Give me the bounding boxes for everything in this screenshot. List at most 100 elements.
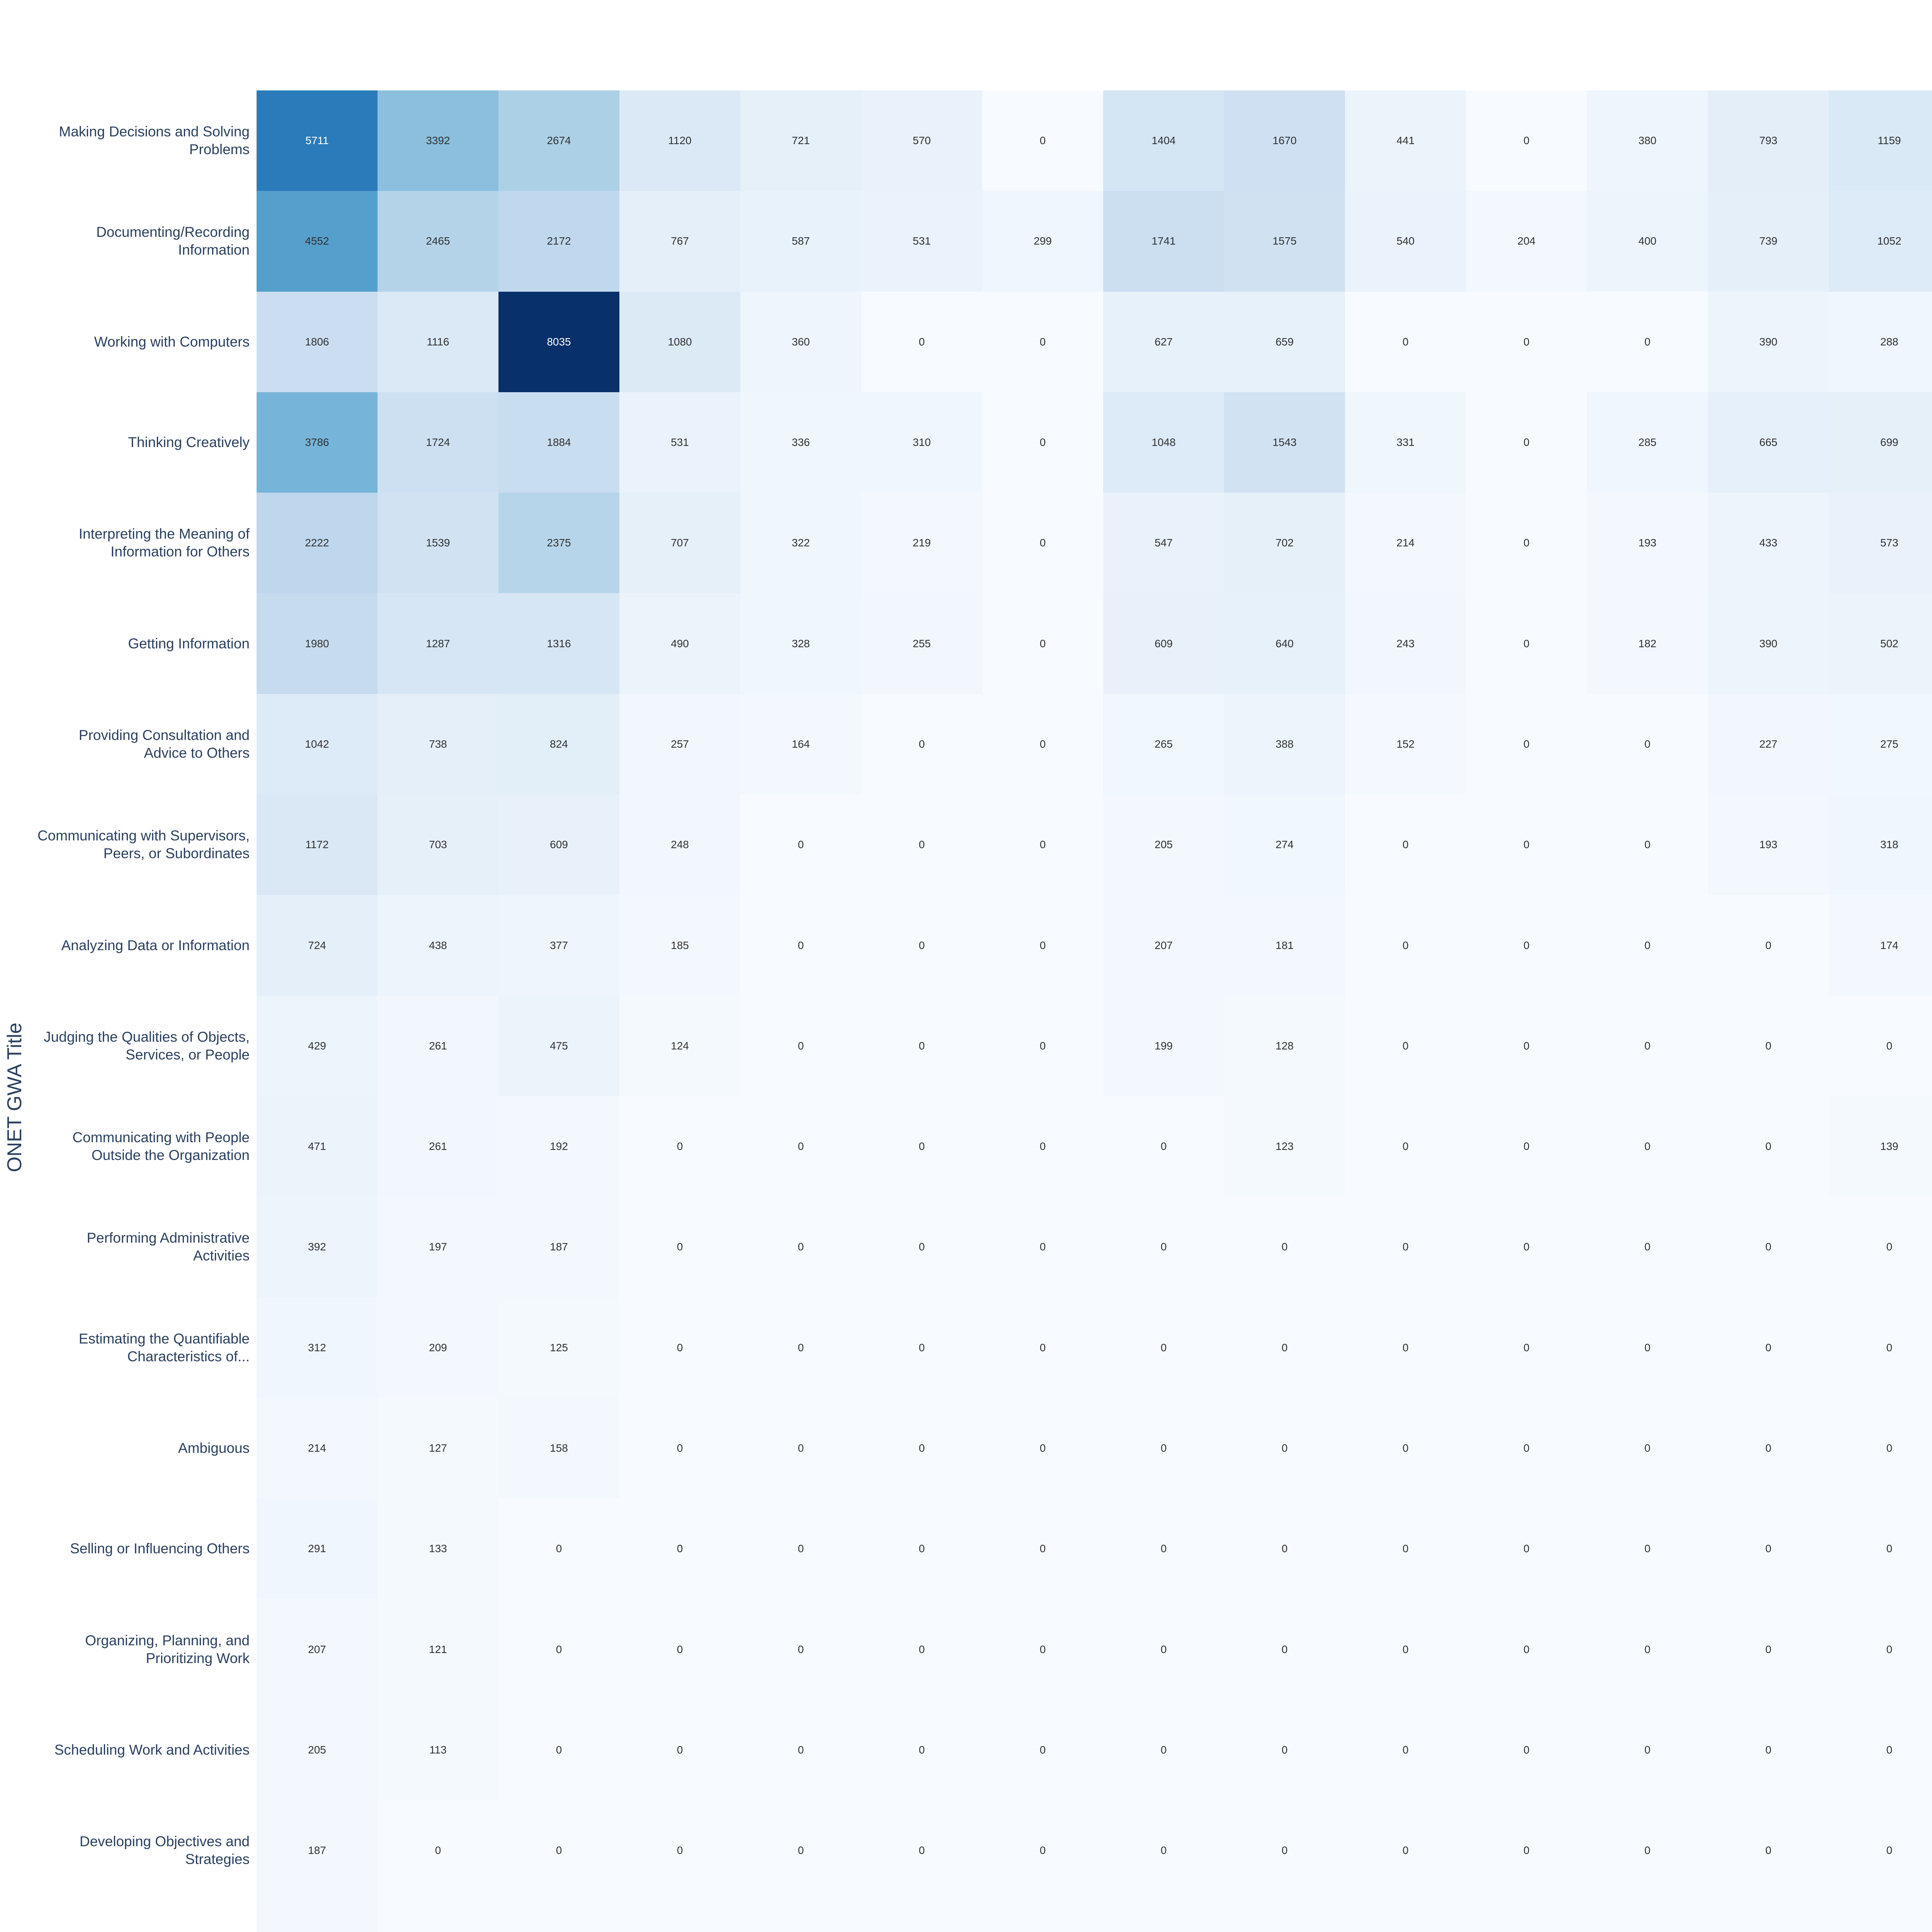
heatmap-cell[interactable]: 0 [1829,1599,1932,1700]
heatmap-cell[interactable]: 133 [378,1498,498,1599]
heatmap-cell[interactable]: 0 [1345,1297,1466,1398]
heatmap-cell[interactable]: 0 [498,1901,619,1932]
heatmap-cell[interactable]: 0 [1224,1398,1345,1499]
heatmap-cell[interactable]: 0 [1345,1096,1466,1197]
heatmap-cell[interactable]: 204 [1466,191,1587,292]
heatmap-cell[interactable]: 0 [1224,1699,1345,1801]
heatmap-cell[interactable]: 0 [740,1096,861,1197]
heatmap-cell[interactable]: 0 [619,1599,740,1700]
heatmap-cell[interactable]: 0 [1466,1498,1587,1599]
heatmap-cell[interactable]: 0 [1829,1901,1932,1932]
heatmap-cell[interactable]: 0 [619,1096,740,1197]
heatmap-cell[interactable]: 125 [498,1297,619,1398]
heatmap-cell[interactable]: 0 [982,895,1103,996]
heatmap-cell[interactable]: 291 [257,1498,378,1599]
heatmap-cell[interactable]: 123 [1224,1096,1345,1197]
heatmap-cell[interactable]: 640 [1224,593,1345,694]
heatmap-cell[interactable]: 0 [861,1498,982,1599]
heatmap-cell[interactable]: 1575 [1224,191,1345,292]
heatmap-cell[interactable]: 1120 [619,90,740,191]
heatmap-cell[interactable]: 0 [1466,1398,1587,1499]
heatmap-cell[interactable]: 360 [740,291,861,392]
heatmap-cell[interactable]: 377 [498,895,619,996]
heatmap-cell[interactable]: 0 [861,1197,982,1298]
heatmap-cell[interactable]: 0 [1103,1297,1224,1398]
heatmap-cell[interactable]: 3786 [257,392,378,493]
heatmap-cell[interactable]: 0 [1103,1096,1224,1197]
heatmap-cell[interactable]: 3392 [378,90,498,191]
heatmap-cell[interactable]: 0 [1103,1197,1224,1298]
heatmap-cell[interactable]: 164 [740,694,861,795]
heatmap-cell[interactable]: 433 [1708,493,1829,594]
heatmap-cell[interactable]: 1316 [498,593,619,694]
heatmap-cell[interactable]: 255 [861,593,982,694]
heatmap-cell[interactable]: 0 [1466,593,1587,694]
heatmap-cell[interactable]: 0 [1829,995,1932,1096]
heatmap-cell[interactable]: 0 [861,1800,982,1901]
heatmap-cell[interactable]: 0 [861,794,982,895]
heatmap-cell[interactable]: 0 [1587,1096,1708,1197]
heatmap-cell[interactable]: 0 [1224,1498,1345,1599]
heatmap-cell[interactable]: 703 [378,794,498,895]
heatmap-cell[interactable]: 1980 [257,593,378,694]
heatmap-cell[interactable]: 205 [1103,794,1224,895]
heatmap-cell[interactable]: 257 [619,694,740,795]
heatmap-cell[interactable]: 128 [1224,995,1345,1096]
heatmap-cell[interactable]: 0 [1466,90,1587,191]
heatmap-cell[interactable]: 0 [1345,895,1466,996]
heatmap-cell[interactable]: 2172 [498,191,619,292]
heatmap-cell[interactable]: 0 [498,1599,619,1700]
heatmap-cell[interactable]: 0 [1466,1599,1587,1700]
heatmap-cell[interactable]: 0 [1587,1800,1708,1901]
heatmap-cell[interactable]: 388 [1224,694,1345,795]
heatmap-cell[interactable]: 1884 [498,392,619,493]
heatmap-cell[interactable]: 187 [257,1800,378,1901]
heatmap-cell[interactable]: 0 [1829,1197,1932,1298]
heatmap-cell[interactable]: 441 [1345,90,1466,191]
heatmap-cell[interactable]: 540 [1345,191,1466,292]
heatmap-cell[interactable]: 0 [1466,1297,1587,1398]
heatmap-cell[interactable]: 0 [1587,995,1708,1096]
heatmap-cell[interactable]: 490 [619,593,740,694]
heatmap-cell[interactable]: 1404 [1103,90,1224,191]
heatmap-cell[interactable]: 0 [1708,995,1829,1096]
heatmap-cell[interactable]: 0 [1224,1197,1345,1298]
heatmap-cell[interactable]: 261 [378,1096,498,1197]
heatmap-cell[interactable]: 214 [257,1398,378,1499]
heatmap-cell[interactable]: 0 [740,1599,861,1700]
heatmap-cell[interactable]: 767 [619,191,740,292]
heatmap-cell[interactable]: 152 [1345,694,1466,795]
heatmap-cell[interactable]: 0 [1466,895,1587,996]
heatmap-cell[interactable]: 124 [619,995,740,1096]
heatmap-cell[interactable]: 1116 [378,291,498,392]
heatmap-cell[interactable]: 0 [1466,1901,1587,1932]
heatmap-cell[interactable]: 0 [498,1800,619,1901]
heatmap-cell[interactable]: 0 [1829,1398,1932,1499]
heatmap-cell[interactable]: 0 [1587,1297,1708,1398]
heatmap-cell[interactable]: 0 [619,1901,740,1932]
heatmap-cell[interactable]: 4552 [257,191,378,292]
heatmap-cell[interactable]: 0 [498,1699,619,1801]
heatmap-cell[interactable]: 824 [498,694,619,795]
heatmap-cell[interactable]: 0 [1829,1498,1932,1599]
heatmap-cell[interactable]: 285 [1587,392,1708,493]
heatmap-cell[interactable]: 0 [1708,1297,1829,1398]
heatmap-cell[interactable]: 1670 [1224,90,1345,191]
heatmap-cell[interactable]: 0 [982,1699,1103,1801]
heatmap-cell[interactable]: 1052 [1829,191,1932,292]
heatmap-cell[interactable]: 0 [1466,1096,1587,1197]
heatmap-cell[interactable]: 0 [1103,1599,1224,1700]
heatmap-cell[interactable]: 0 [982,291,1103,392]
heatmap-cell[interactable]: 390 [1708,291,1829,392]
heatmap-cell[interactable]: 0 [1829,1800,1932,1901]
heatmap-cell[interactable]: 0 [1103,1498,1224,1599]
heatmap-cell[interactable]: 0 [1345,1599,1466,1700]
heatmap-cell[interactable]: 328 [740,593,861,694]
heatmap-cell[interactable]: 310 [861,392,982,493]
heatmap-cell[interactable]: 0 [619,1398,740,1499]
heatmap-cell[interactable]: 707 [619,493,740,594]
heatmap-cell[interactable]: 165 [257,1901,378,1932]
heatmap-cell[interactable]: 475 [498,995,619,1096]
heatmap-cell[interactable]: 0 [1708,1197,1829,1298]
heatmap-cell[interactable]: 199 [1103,995,1224,1096]
